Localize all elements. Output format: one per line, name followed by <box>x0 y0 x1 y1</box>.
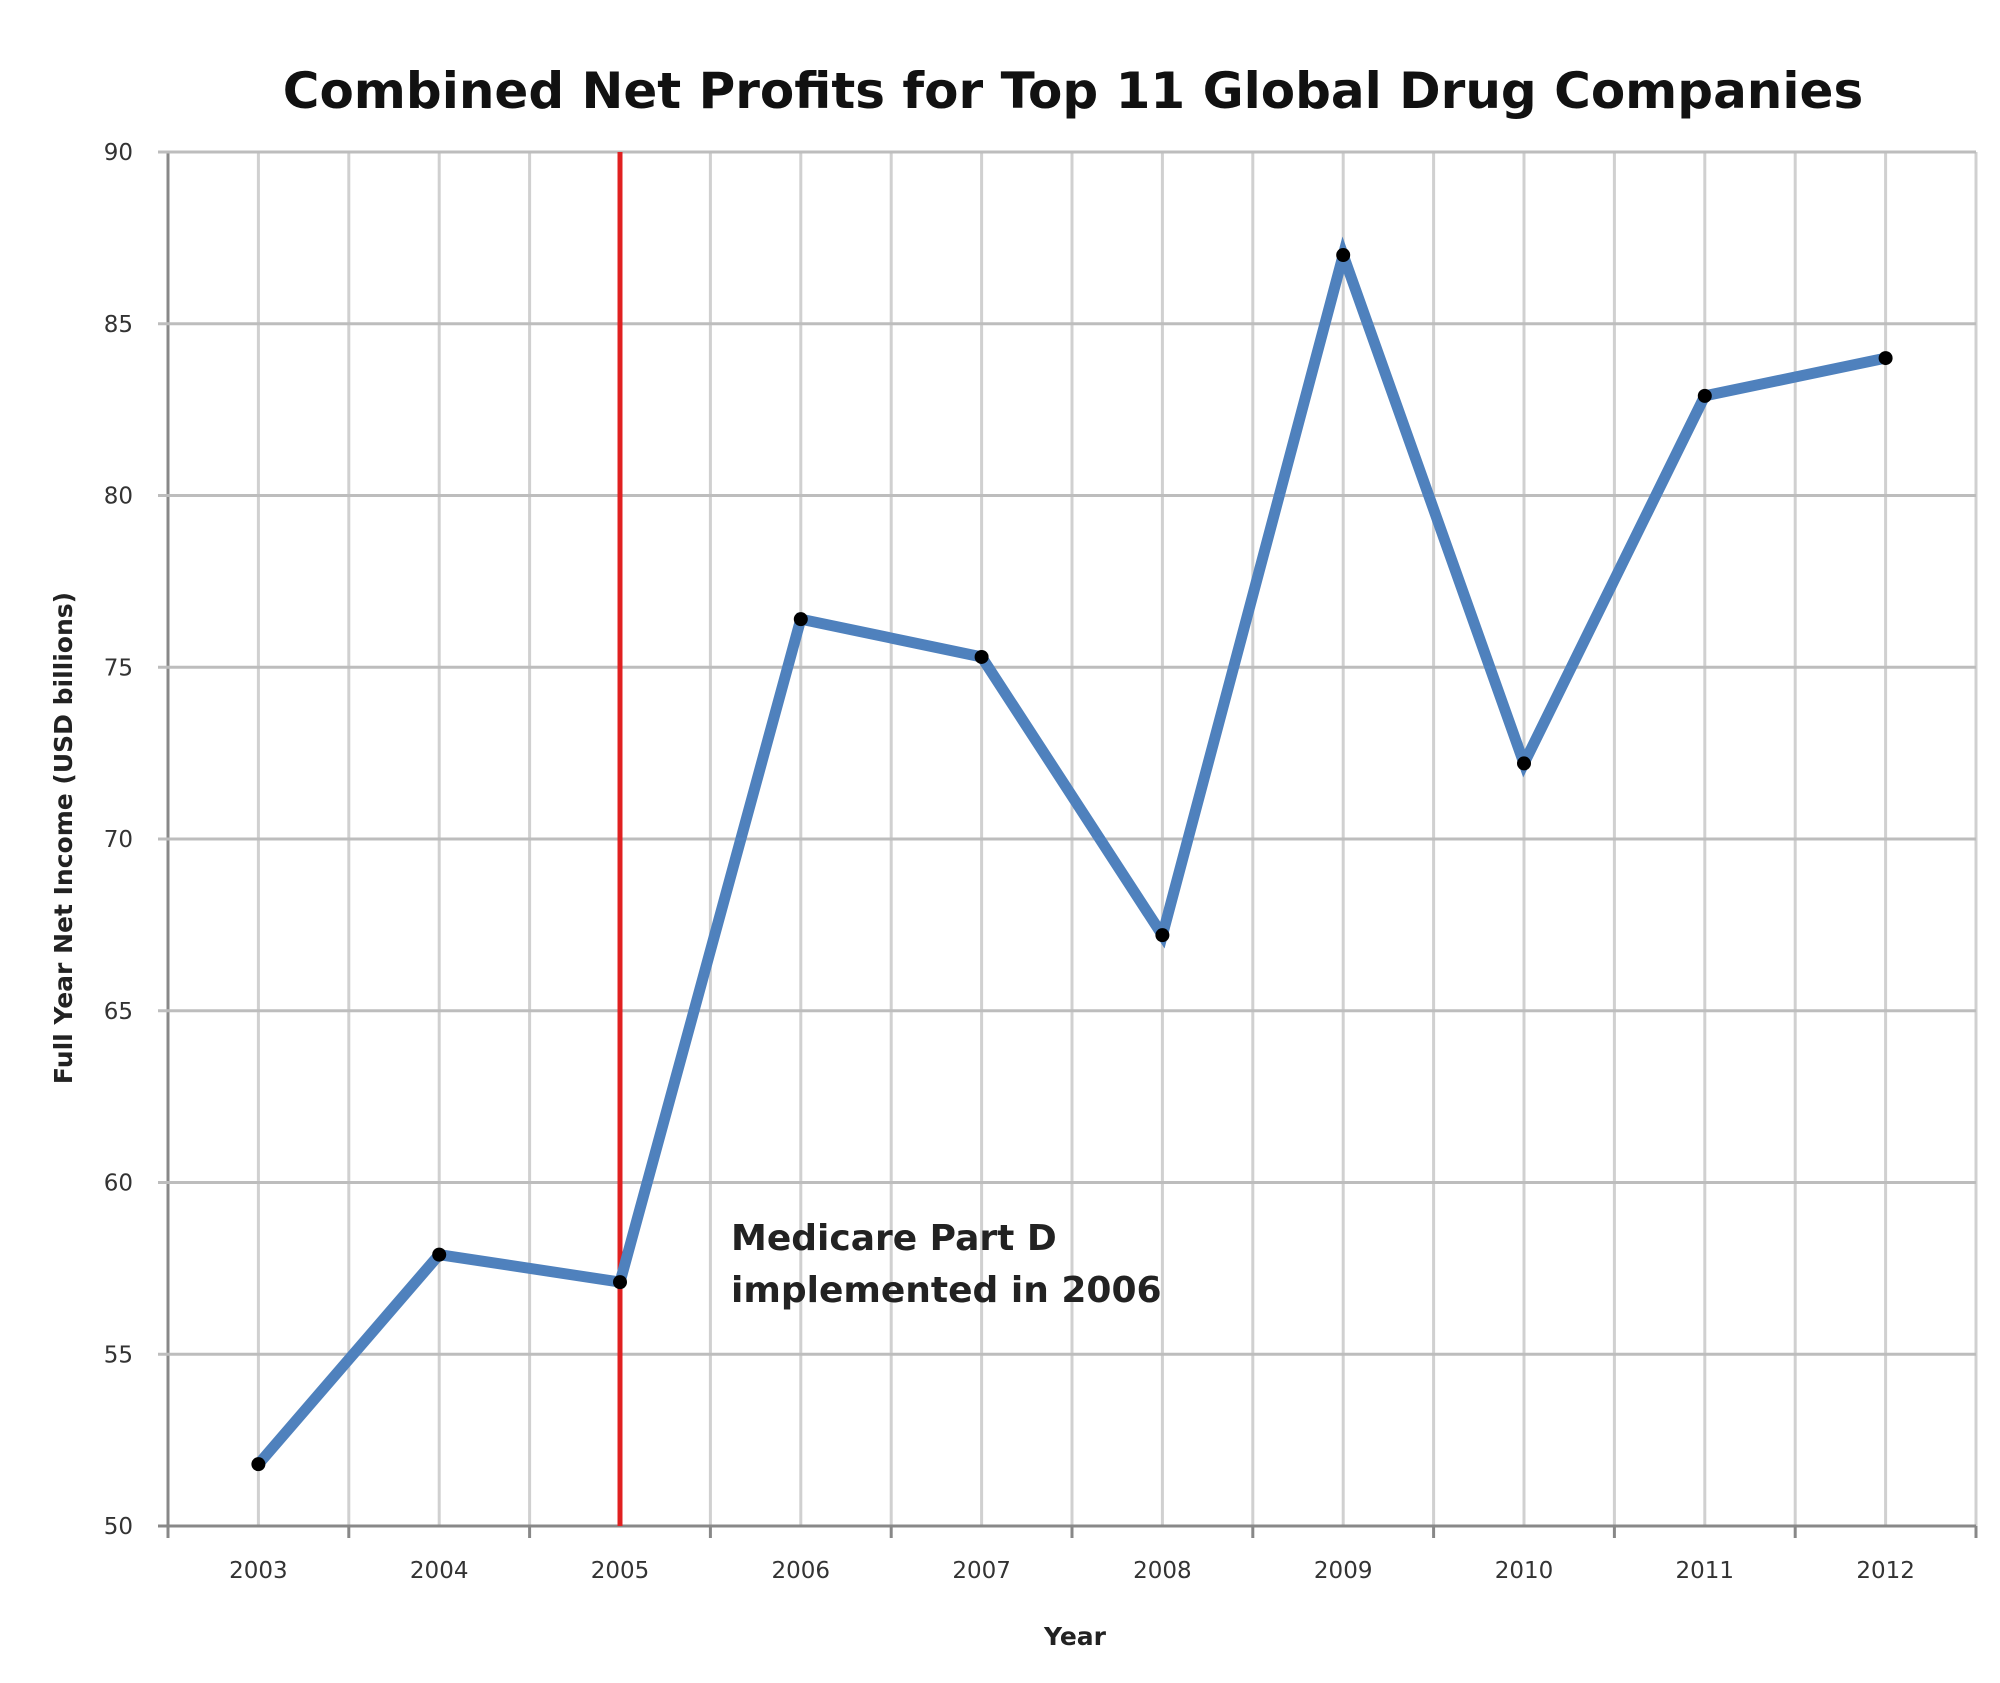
y-axis-ticks: 50 55 60 65 70 75 80 85 90 <box>104 140 133 1540</box>
series-net-income <box>251 236 1893 1472</box>
data-point <box>793 612 808 627</box>
series-line <box>254 236 1887 1468</box>
y-tick-label: 65 <box>104 999 133 1025</box>
data-point <box>432 1247 447 1262</box>
data-point <box>1336 248 1351 263</box>
grid <box>158 150 1978 1528</box>
x-tick-label: 2012 <box>1856 1558 1915 1584</box>
y-tick-label: 90 <box>104 140 133 166</box>
x-tick-label: 2010 <box>1495 1558 1554 1584</box>
y-tick-label: 85 <box>104 312 133 338</box>
x-axis-label: Year <box>1043 1622 1107 1651</box>
x-tick-label: 2009 <box>1314 1558 1373 1584</box>
annotation-line-1: Medicare Part D <box>731 1218 1057 1259</box>
x-tick-label: 2008 <box>1133 1558 1192 1584</box>
chart-title: Combined Net Profits for Top 11 Global D… <box>283 62 1863 120</box>
x-tick-label: 2005 <box>591 1558 650 1584</box>
x-tick-label: 2004 <box>410 1558 469 1584</box>
x-axis-ticks: 2003 2004 2005 2006 2007 2008 2009 2010 2011 2012 <box>166 1526 1978 1584</box>
x-tick-label: 2011 <box>1676 1558 1735 1584</box>
data-point <box>974 649 989 664</box>
x-tick-label: 2006 <box>772 1558 831 1584</box>
y-axis-label: Full Year Net Income (USD billions) <box>49 592 78 1084</box>
y-tick-label: 70 <box>104 827 133 853</box>
annotation-line-2: implemented in 2006 <box>731 1270 1162 1311</box>
data-point <box>251 1457 266 1472</box>
data-point <box>1155 928 1170 943</box>
y-tick-label: 60 <box>104 1171 133 1197</box>
x-tick-label: 2003 <box>229 1558 288 1584</box>
data-point <box>1697 388 1712 403</box>
y-tick-label: 50 <box>104 1514 133 1540</box>
data-point <box>613 1275 627 1290</box>
data-point <box>1517 756 1531 771</box>
data-point <box>1878 351 1893 366</box>
y-tick-label: 75 <box>104 655 133 681</box>
y-tick-label: 80 <box>104 484 133 510</box>
x-tick-label: 2007 <box>952 1558 1011 1584</box>
y-tick-label: 55 <box>104 1342 133 1368</box>
